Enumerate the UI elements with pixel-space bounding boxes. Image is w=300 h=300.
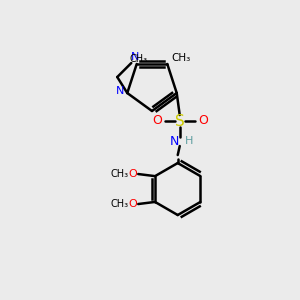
Text: O: O [129, 169, 138, 179]
Text: N: N [170, 134, 179, 148]
Text: O: O [198, 113, 208, 127]
Text: CH₃: CH₃ [129, 54, 147, 64]
Text: CH₃: CH₃ [172, 53, 191, 63]
Text: CH₃: CH₃ [110, 199, 128, 209]
Text: O: O [152, 113, 162, 127]
Text: N: N [130, 52, 139, 62]
Text: CH₃: CH₃ [110, 169, 128, 179]
Text: H: H [184, 136, 193, 146]
Text: O: O [129, 199, 138, 209]
Text: N: N [116, 86, 124, 96]
Text: S: S [175, 113, 184, 128]
